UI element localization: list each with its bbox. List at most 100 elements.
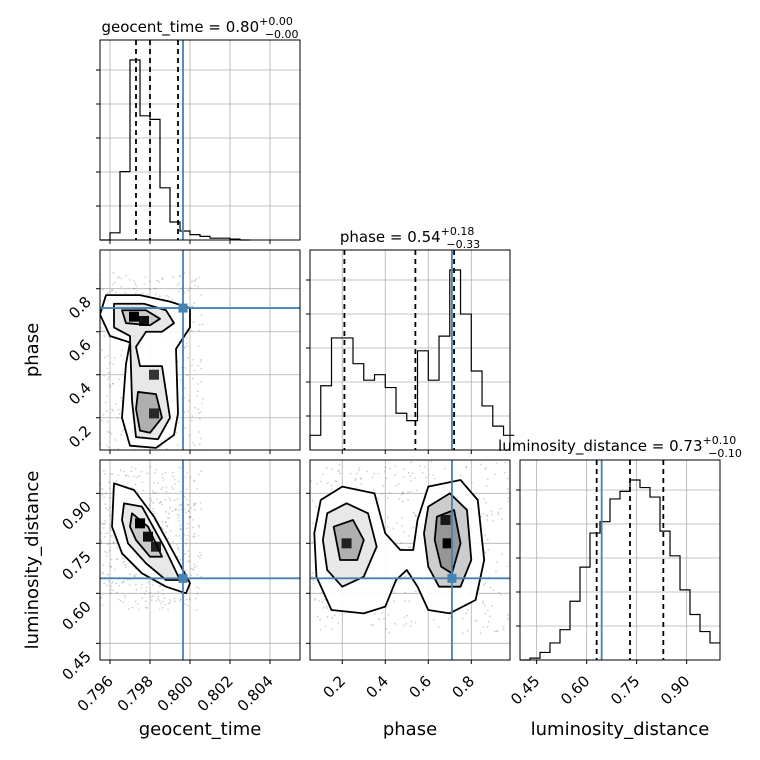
sample-point	[95, 335, 97, 337]
sample-point	[140, 470, 143, 473]
sample-point	[198, 323, 201, 326]
sample-point	[171, 509, 174, 512]
sample-point	[134, 283, 137, 285]
sample-point	[112, 363, 114, 366]
sample-point	[337, 470, 339, 473]
sample-point	[292, 534, 294, 536]
y-tick-label: 0.8	[65, 293, 95, 323]
sample-point	[319, 628, 322, 631]
sample-point	[175, 508, 177, 511]
sample-point	[165, 490, 168, 493]
sample-point	[135, 285, 138, 288]
sample-point	[292, 479, 294, 481]
sample-point	[179, 558, 182, 561]
sample-point	[167, 296, 170, 299]
sample-point	[414, 621, 417, 624]
sample-point	[193, 535, 196, 538]
contour-line	[135, 391, 163, 434]
sample-point	[98, 379, 100, 381]
sample-point	[321, 601, 324, 603]
sample-point	[187, 510, 190, 512]
x-tick-label: 0.2	[319, 672, 349, 702]
sample-point	[503, 471, 506, 474]
sample-point	[402, 476, 405, 478]
sample-point	[193, 503, 196, 506]
x-tick-label: 0.6	[406, 672, 436, 702]
sample-point	[92, 278, 94, 280]
sample-point	[193, 509, 196, 511]
sample-point	[185, 336, 188, 339]
sample-point	[179, 528, 182, 531]
sample-point	[490, 510, 493, 513]
sample-point	[179, 598, 182, 601]
sample-point	[115, 479, 118, 482]
sample-point	[123, 594, 126, 597]
sample-point	[180, 504, 183, 507]
sample-point	[197, 365, 200, 367]
sample-point	[114, 455, 116, 457]
sample-point	[171, 485, 173, 488]
sample-point	[197, 534, 200, 537]
sample-point	[447, 618, 450, 620]
sample-point	[335, 480, 338, 483]
sample-point	[198, 556, 201, 559]
sample-point	[178, 461, 180, 463]
sample-point	[506, 617, 509, 620]
sample-point	[172, 540, 174, 543]
sample-point	[103, 335, 106, 338]
sample-point	[105, 554, 108, 557]
sample-point	[167, 602, 170, 605]
sample-point	[480, 515, 483, 518]
sample-point	[486, 515, 489, 518]
sample-point	[388, 492, 391, 494]
sample-point	[97, 414, 99, 416]
sample-point	[502, 628, 505, 631]
x-tick-label: 0.798	[114, 672, 157, 715]
sample-point	[293, 611, 295, 613]
sample-point	[173, 600, 176, 603]
density-peak	[440, 515, 451, 525]
sample-point	[314, 505, 317, 508]
sample-point	[161, 457, 163, 459]
sample-point	[485, 485, 488, 488]
sample-point	[104, 401, 107, 404]
sample-point	[124, 462, 126, 464]
sample-point	[497, 513, 500, 516]
sample-point	[487, 621, 490, 623]
sample-point	[433, 477, 436, 480]
histogram-phase	[309, 269, 515, 450]
sample-point	[178, 451, 180, 453]
sample-point	[195, 278, 198, 280]
sample-point	[125, 474, 128, 476]
sample-point	[354, 479, 357, 481]
sample-point	[164, 521, 167, 524]
y-tick-label: 0.6	[65, 336, 95, 366]
sample-point	[152, 451, 154, 453]
sample-point	[189, 598, 191, 601]
sample-point	[338, 463, 341, 466]
sample-point	[171, 475, 174, 478]
sample-point	[129, 457, 131, 459]
sample-point	[175, 534, 178, 537]
sample-point	[137, 461, 139, 463]
sample-point	[111, 581, 114, 583]
sample-point	[482, 626, 485, 628]
sample-point	[183, 387, 186, 390]
sample-point	[402, 547, 404, 550]
density-peak	[139, 315, 149, 326]
sample-point	[415, 489, 418, 492]
sample-point	[108, 383, 111, 386]
sample-point	[119, 469, 122, 472]
sample-point	[168, 517, 171, 520]
sample-point	[107, 336, 110, 339]
sample-point	[394, 474, 397, 477]
sample-point	[393, 591, 396, 593]
sample-point	[388, 631, 391, 634]
sample-point	[121, 581, 124, 583]
sample-point	[135, 588, 138, 591]
sample-point	[97, 447, 99, 449]
sample-point	[148, 504, 151, 507]
sample-point	[155, 293, 157, 296]
sample-point	[116, 547, 118, 549]
